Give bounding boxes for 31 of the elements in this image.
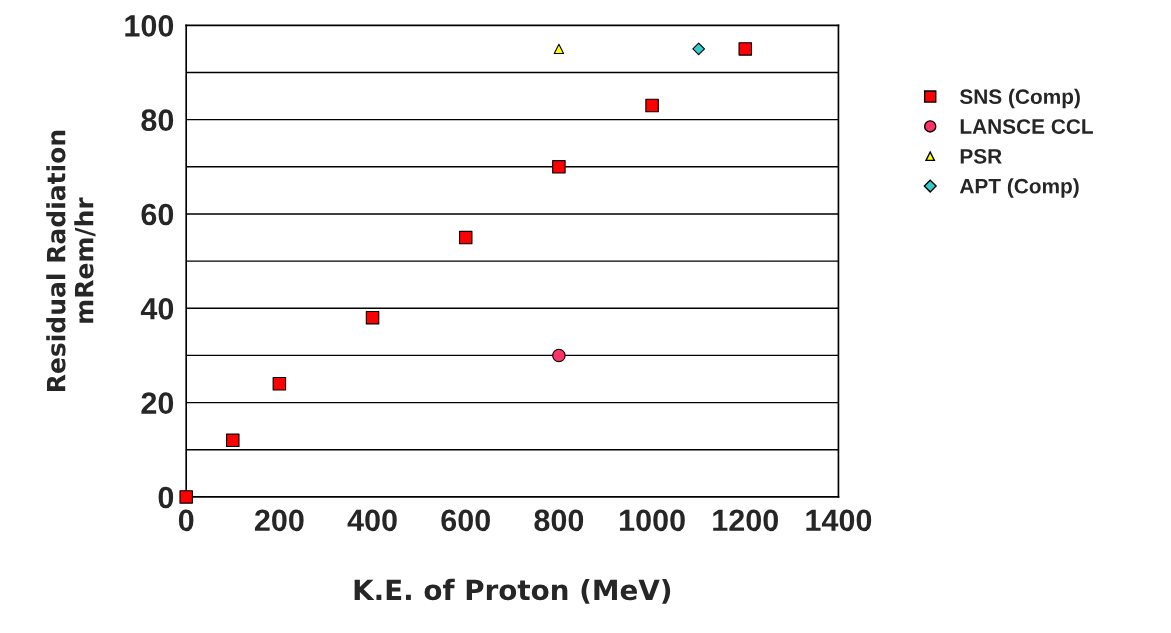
legend-label: PSR: [960, 148, 1002, 164]
x-tick-label: 1200: [713, 509, 778, 532]
point: [645, 98, 659, 113]
x-tick-label: 1000: [620, 509, 685, 532]
y-axis-title: Residual Radiation mRem/hr: [46, 130, 96, 392]
point: [458, 230, 473, 245]
y-tick-label: 0: [158, 486, 174, 509]
y-tick-label: 80: [141, 109, 174, 132]
y-tick-label: 60: [141, 203, 174, 226]
legend-label: LANSCE CCL: [960, 119, 1093, 134]
x-tick-label: 600: [441, 509, 490, 532]
point: [552, 160, 566, 174]
x-tick-label: 1400: [806, 509, 872, 532]
x-tick-label: 0: [178, 509, 194, 532]
point: [226, 433, 240, 448]
y-tick-label: 40: [140, 298, 174, 320]
x-tick-label: 200: [254, 509, 304, 532]
point: [692, 42, 706, 56]
point: [272, 376, 287, 391]
x-axis-title: K.E. of Proton (MeV): [354, 578, 671, 604]
legend-label: APT (Comp): [959, 178, 1079, 198]
y-tick-label: 20: [141, 392, 174, 414]
y-tick-label: 100: [125, 15, 174, 37]
point: [738, 42, 753, 56]
x-tick-label: 400: [347, 509, 397, 532]
point: [179, 490, 193, 504]
point: [553, 43, 565, 55]
x-tick-label: 800: [534, 509, 584, 532]
point: [365, 310, 380, 325]
legend-label: SNS (Comp): [959, 88, 1080, 109]
point: [552, 348, 566, 363]
